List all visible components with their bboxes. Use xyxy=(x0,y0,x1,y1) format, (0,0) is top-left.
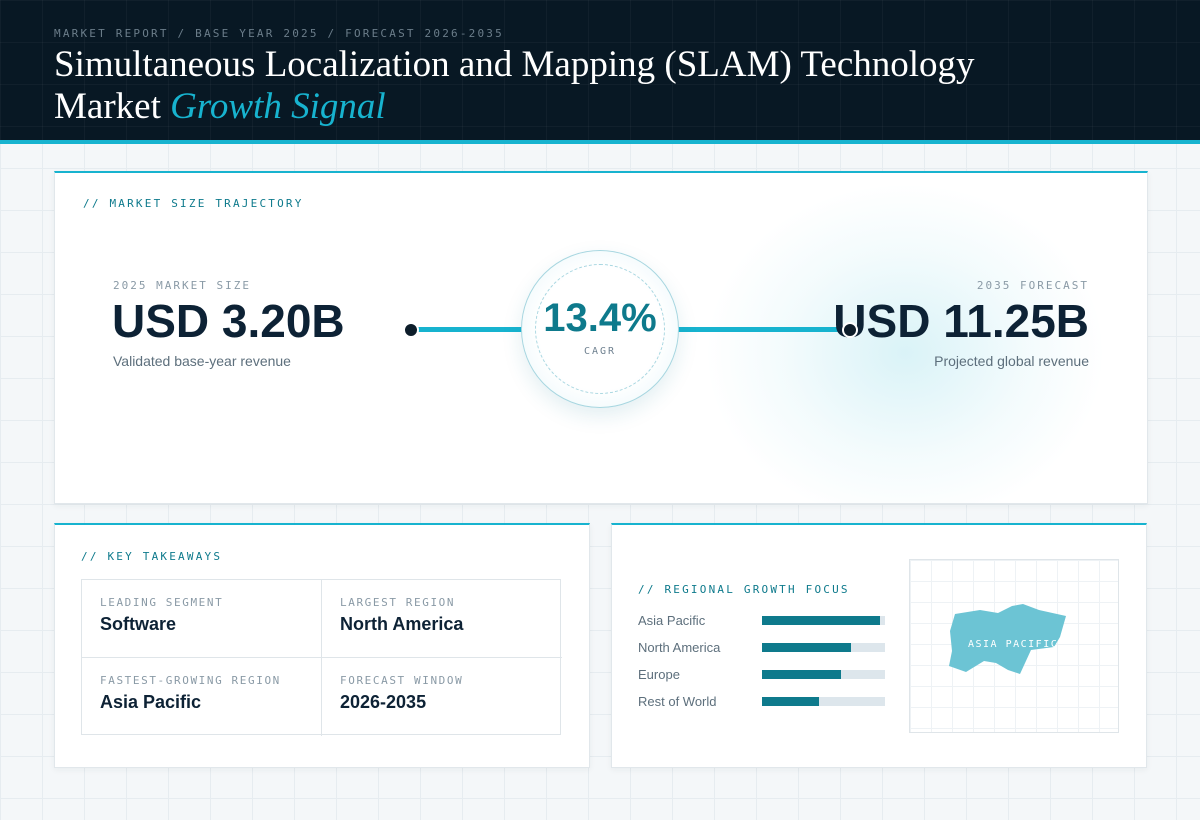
map-region-label: ASIA PACIFIC xyxy=(968,639,1059,650)
region-row-asia-pacific: Asia Pacific xyxy=(638,613,898,629)
region-bar-fill xyxy=(762,643,851,652)
region-bar-fill xyxy=(762,616,881,625)
cagr-badge: 13.4% CAGR xyxy=(521,250,679,408)
takeaway-value: North America xyxy=(340,614,464,634)
cagr-value: 13.4% xyxy=(543,296,657,340)
market-trajectory-card: // MARKET SIZE TRAJECTORY 2025 MARKET SI… xyxy=(54,171,1148,504)
takeaway-largest-region: LARGEST REGION North America xyxy=(322,580,562,658)
trajectory-section-label: // MARKET SIZE TRAJECTORY xyxy=(83,197,304,210)
takeaway-label: FORECAST WINDOW xyxy=(340,674,464,687)
end-point xyxy=(842,322,858,338)
region-bar xyxy=(762,616,885,625)
start-value: USD 3.20B xyxy=(112,295,345,347)
regional-section-label: // REGIONAL GROWTH FOCUS xyxy=(638,583,850,596)
region-bar xyxy=(762,643,885,652)
end-value: USD 11.25B xyxy=(833,295,1089,347)
region-bar xyxy=(762,670,885,679)
page-title: Simultaneous Localization and Mapping (S… xyxy=(54,44,1054,128)
report-breadcrumb: MARKET REPORT / BASE YEAR 2025 / FORECAS… xyxy=(54,27,504,40)
region-row-rest-of-world: Rest of World xyxy=(638,694,898,710)
report-header: MARKET REPORT / BASE YEAR 2025 / FORECAS… xyxy=(0,0,1200,144)
title-main: Simultaneous Localization and Mapping (S… xyxy=(54,44,975,127)
takeaways-grid: LEADING SEGMENT Software LARGEST REGION … xyxy=(81,579,562,736)
region-name: Asia Pacific xyxy=(638,613,706,628)
region-map: ASIA PACIFIC xyxy=(909,559,1119,733)
start-point xyxy=(403,322,419,338)
key-takeaways-card: // KEY TAKEAWAYS LEADING SEGMENT Softwar… xyxy=(54,523,590,768)
region-row-north-america: North America xyxy=(638,640,898,656)
takeaway-label: LEADING SEGMENT xyxy=(100,596,224,609)
end-sub: Projected global revenue xyxy=(934,353,1089,369)
takeaway-value: 2026-2035 xyxy=(340,692,427,712)
region-row-europe: Europe xyxy=(638,667,898,683)
takeaways-section-label: // KEY TAKEAWAYS xyxy=(81,550,223,563)
start-sub: Validated base-year revenue xyxy=(113,353,291,369)
takeaway-fastest-growing-region: FASTEST-GROWING REGION Asia Pacific xyxy=(82,658,322,736)
region-name: North America xyxy=(638,640,721,655)
takeaway-forecast-window: FORECAST WINDOW 2026-2035 xyxy=(322,658,562,736)
regional-growth-card: // REGIONAL GROWTH FOCUS Asia Pacific No… xyxy=(611,523,1147,768)
title-accent: Growth Signal xyxy=(170,86,386,127)
region-bar-fill xyxy=(762,697,819,706)
asia-pacific-shape-icon xyxy=(949,604,1066,674)
start-label: 2025 MARKET SIZE xyxy=(113,279,251,292)
takeaway-label: LARGEST REGION xyxy=(340,596,456,609)
takeaway-label: FASTEST-GROWING REGION xyxy=(100,674,281,687)
region-bar-fill xyxy=(762,670,841,679)
cagr-ring xyxy=(535,264,665,394)
region-name: Rest of World xyxy=(638,694,717,709)
takeaway-value: Software xyxy=(100,614,177,634)
takeaway-value: Asia Pacific xyxy=(100,692,202,712)
takeaway-leading-segment: LEADING SEGMENT Software xyxy=(82,580,322,658)
region-bar xyxy=(762,697,885,706)
end-label: 2035 FORECAST xyxy=(976,279,1089,292)
cagr-label: CAGR xyxy=(583,346,617,357)
background-glow xyxy=(705,183,1105,503)
region-name: Europe xyxy=(638,667,680,682)
